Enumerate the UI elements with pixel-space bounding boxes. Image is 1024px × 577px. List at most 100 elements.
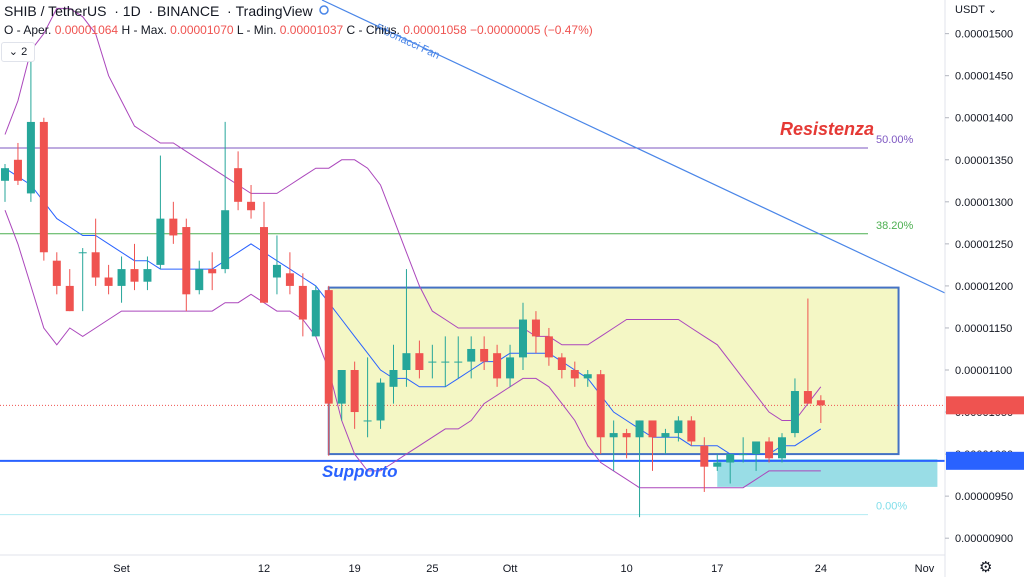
moving-average-line (4, 167, 822, 455)
candle-body (389, 370, 398, 387)
bollinger-upper-line (4, 7, 822, 421)
candle-body (91, 252, 100, 278)
high-label: H - Max. (121, 23, 167, 37)
indicators-toggle-button[interactable]: ⌄ 2 (1, 42, 35, 62)
indicator-count: 2 (21, 46, 28, 58)
open-value: 0.00001064 (54, 23, 119, 37)
open-label: O - Aper. (4, 23, 52, 37)
candle-body (169, 218, 178, 236)
candle-body (480, 348, 489, 362)
candle-body (130, 269, 139, 282)
candle-body (311, 290, 320, 337)
time-tick-label: 12 (258, 563, 270, 575)
fib-382-label: 38.20% (876, 220, 914, 232)
candle-body (350, 370, 359, 413)
candle-body (441, 361, 450, 363)
price-tick-label: 0.00001350 (955, 155, 1013, 167)
time-tick-label: Nov (915, 563, 935, 575)
price-tick-label: 0.00000950 (955, 491, 1013, 503)
candle-body (635, 420, 644, 438)
time-tick-label: 25 (426, 563, 438, 575)
settings-gear-icon[interactable]: ⚙ (979, 559, 993, 576)
candle-body (39, 121, 48, 253)
price-tick-label: 0.00001150 (955, 323, 1012, 335)
symbol-name[interactable]: SHIB / TetherUS (4, 3, 107, 19)
candle-body (622, 433, 631, 438)
candle-body (752, 441, 761, 455)
candle-body (65, 285, 74, 312)
candle-body (700, 445, 709, 467)
support-label[interactable]: Supporto (322, 462, 398, 481)
close-label: C - Chius. (346, 23, 400, 37)
resistance-label[interactable]: Resistenza (780, 119, 874, 139)
time-tick-label: 10 (620, 563, 632, 575)
candle-body (557, 357, 566, 370)
candle-body (790, 391, 799, 434)
candle-body (363, 420, 372, 422)
candle-body (324, 290, 333, 404)
price-tick-label: 0.00001200 (955, 281, 1013, 293)
candle-body (26, 121, 35, 194)
candle-body (467, 348, 476, 362)
interval[interactable]: 1D (122, 3, 141, 19)
candle-body (674, 420, 683, 434)
last-price-tag (946, 396, 1024, 415)
candle-body (493, 353, 502, 379)
change-value: −0.00000005 (−0.47%) (469, 23, 593, 37)
candle-body (260, 227, 268, 303)
candle-body (609, 433, 618, 438)
exchange: BINANCE (157, 3, 220, 19)
price-tick-label: 0.00001300 (955, 197, 1013, 209)
high-value: 0.00001070 (170, 23, 234, 37)
candle-body (531, 319, 540, 337)
candle-body (506, 357, 515, 379)
fan-anchor-handle[interactable] (319, 5, 329, 15)
candle-body (208, 269, 217, 274)
candle-body (570, 370, 579, 379)
candle-body (195, 269, 204, 291)
currency-label: USDT (955, 4, 985, 16)
fib-50-label: 50.00% (876, 134, 914, 146)
currency-selector[interactable]: USDT ⌄ (955, 4, 998, 16)
candle-body (687, 420, 696, 442)
price-tick-label: 0.00001100 (955, 365, 1012, 377)
candle-body (182, 227, 191, 295)
ohlc-readout: O - Aper. 0.00001064 H - Max. 0.00001070… (4, 23, 593, 37)
candle-body (415, 353, 424, 370)
fib-0-label: 0.00% (876, 501, 907, 513)
candle-body (726, 454, 735, 463)
symbol-header[interactable]: SHIB / TetherUS · 1D · BINANCE · Trading… (4, 3, 313, 19)
price-tick-label: 0.00000900 (955, 533, 1013, 545)
platform: TradingView (235, 3, 313, 19)
candle-body (13, 159, 22, 181)
candle-body (1, 168, 9, 181)
candle-body (285, 273, 294, 286)
candle-body (247, 201, 256, 211)
candle-body (778, 437, 786, 459)
support-zone[interactable] (717, 459, 938, 487)
candle-body (272, 264, 281, 278)
time-tick-label: 24 (815, 563, 827, 575)
support-price-tag (946, 451, 1024, 470)
fibonacci-fan-line[interactable] (321, 0, 946, 294)
candle-body (765, 441, 774, 459)
price-tick-label: 0.00001450 (955, 71, 1013, 83)
price-tick-label: 0.00001500 (955, 29, 1013, 41)
price-tick-label: 0.00001250 (955, 239, 1013, 251)
candle-body (104, 277, 113, 286)
candle-body (376, 382, 385, 421)
time-tick-label: Set (113, 563, 130, 575)
candle-body (816, 400, 825, 406)
candle-body (78, 252, 87, 254)
candle-body (402, 353, 411, 370)
candle-body (583, 374, 592, 379)
candle-body (298, 285, 307, 320)
candle-body (648, 420, 657, 438)
price-tick-label: 0.00001400 (955, 113, 1013, 125)
low-label: L - Min. (236, 23, 277, 37)
candle-body (221, 210, 230, 270)
candle-body (143, 269, 152, 282)
candle-body (713, 462, 722, 467)
candle-body (156, 218, 165, 265)
